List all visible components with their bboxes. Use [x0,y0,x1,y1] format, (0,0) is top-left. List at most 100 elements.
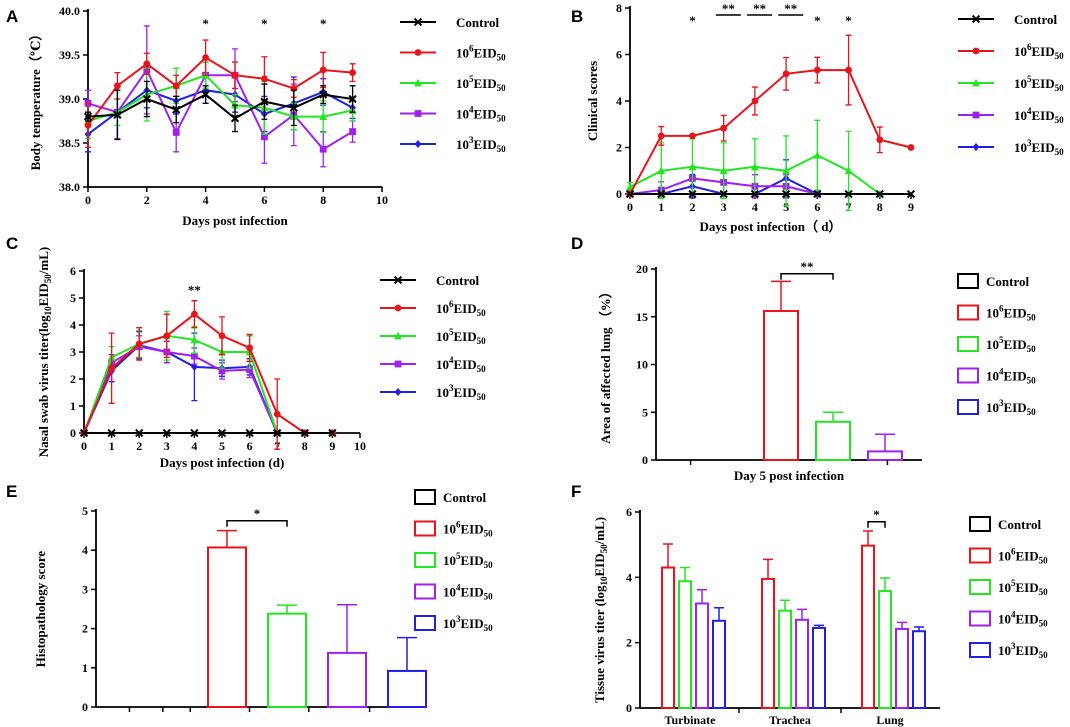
data-point [844,189,853,199]
legend-item-Control: Control [958,12,1057,27]
data-point [657,132,665,140]
data-point [246,366,253,373]
y-tick-label: 0 [626,701,632,715]
legend-label: 106EID50 [998,547,1048,566]
series-1e6 [84,39,356,149]
data-point [348,94,357,104]
legend-swatch-box [414,520,436,537]
data-point [782,70,790,78]
legend-label: 103EID50 [998,641,1048,660]
significance-label: * [320,16,327,31]
bar-1e4 [867,450,903,461]
significance-bracket [780,273,834,280]
legend-item-1e3: 103EID50 [380,383,486,402]
legend-item-1e3: 103EID50 [957,398,1036,417]
x-tick-label: 10 [354,439,366,453]
legend-label: 105EID50 [436,327,486,346]
legend-item-Control: Control [414,489,486,505]
y-tick-label: 38.5 [59,136,80,150]
error-bar [814,624,824,628]
category-group [761,558,826,710]
x-tick-label: 6 [261,193,267,207]
y-tick-label: 2 [616,141,622,155]
data-point [261,133,268,141]
data-point [135,428,144,438]
legend-marker [413,17,423,27]
panel-letter: C [6,234,18,253]
significance-label: * [873,507,880,522]
x-category-label: Day 5 post infection [734,468,845,483]
data-point [657,189,666,199]
error-bar [697,588,707,604]
error-bar [397,636,417,671]
y-tick-label: 38.0 [59,180,80,194]
data-point [782,189,791,199]
data-point [751,97,759,105]
legend-label: 106EID50 [436,299,486,318]
data-point [349,128,356,135]
x-tick-label: 8 [320,193,326,207]
series-line [83,312,333,434]
error-bar [714,606,724,621]
data-point [172,82,180,90]
x-tick-label: 0 [85,193,91,207]
y-tick-label: 8 [616,1,622,15]
data-point [273,428,282,438]
data-point [719,166,728,175]
y-tick-label: 1 [70,399,76,413]
legend-item-1e3: 103EID50 [958,138,1064,157]
category-group [763,280,903,461]
bar-1e3 [387,669,427,708]
category-group [861,530,926,710]
legend-item-1e5: 105EID50 [414,551,493,570]
y-tick-label: 2 [70,372,76,386]
panel-letter: F [571,482,581,501]
significance-label: ** [722,1,735,16]
legend-item-1e3: 103EID50 [969,641,1048,660]
data-point [813,189,822,199]
data-point [875,189,884,199]
data-point [191,310,198,318]
x-tick-label: 10 [376,193,388,207]
x-tick-label: 8 [302,439,308,453]
bar-1e4 [327,651,367,708]
category-group [661,543,726,710]
y-tick-label: 2 [626,636,632,650]
data-point [876,136,884,144]
data-point [108,364,115,372]
bar-1e5 [778,609,792,709]
bar-1e6 [861,544,875,709]
significance-label: ** [188,283,201,298]
y-tick-label: 15 [636,310,648,324]
data-point [79,428,89,438]
data-point [114,82,121,90]
panel-D: D 0 5 10 15 20 Area of affected lung （%） Day 5 … [571,234,1036,483]
legend-label: 103EID50 [456,135,506,154]
data-point [84,122,92,129]
legend-item-1e4: 104EID50 [969,610,1048,629]
y-tick-label: 0 [642,453,648,467]
panel-letter: E [6,482,17,501]
series-1e4 [84,25,356,168]
x-tick-label: 0 [627,200,633,214]
x-tick-label: 4 [752,200,758,214]
series-1e6 [80,300,336,450]
x-tick-label: 6 [247,439,253,453]
legend-label: 104EID50 [436,355,486,374]
legend-item-1e6: 106EID50 [969,547,1048,566]
y-tick-label: 5 [642,405,648,419]
legend-item-1e5: 105EID50 [957,335,1036,354]
legend-marker [972,47,980,55]
error-bar [875,433,895,452]
x-tick-label: 2 [144,193,150,207]
data-point [261,75,268,83]
data-point [230,114,240,123]
data-point [190,428,199,438]
series-1e5 [80,310,337,437]
x-axis-title: Days post infection (d) [160,455,285,470]
legend-swatch-box [969,642,991,658]
data-point [172,129,180,136]
significance-label: ** [753,1,766,16]
error-bar [771,280,791,312]
data-point [172,105,181,114]
